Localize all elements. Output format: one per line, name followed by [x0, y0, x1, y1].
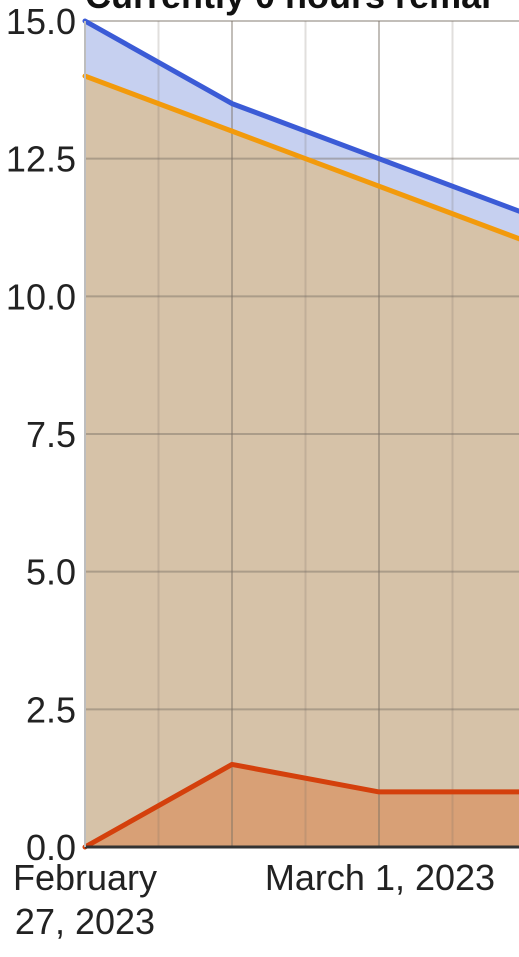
x-tick-label: March 1, 2023 — [265, 857, 495, 898]
x-tick-label: February 27, 2023 — [13, 857, 157, 942]
series-line-2 — [82, 73, 519, 242]
chart-title: Currently 0 hours remai — [85, 0, 491, 16]
series-line-3 — [82, 761, 519, 850]
series-line-1 — [82, 18, 519, 214]
x-tick-label-line: 27, 2023 — [15, 901, 155, 942]
line-layer — [82, 18, 519, 850]
area-layer — [85, 21, 519, 847]
y-tick-label: 7.5 — [26, 414, 76, 455]
y-tick-label: 0.0 — [26, 827, 76, 868]
series-area-3 — [85, 764, 519, 847]
y-tick-label: 12.5 — [6, 139, 76, 180]
axis-layer — [84, 21, 519, 849]
y-tick-label: 10.0 — [6, 276, 76, 317]
x-tick-label-line: March 1, 2023 — [265, 857, 495, 898]
x-tick-label-line: February — [13, 857, 157, 898]
y-tick-label: 15.0 — [6, 1, 76, 42]
series-area-2 — [85, 76, 519, 847]
y-tick-label: 5.0 — [26, 552, 76, 593]
label-layer: 0.0 2.5 5.0 7.5 10.0 12.5 15.0 February 27, 2023… — [6, 1, 495, 942]
y-tick-label: 2.5 — [26, 689, 76, 730]
